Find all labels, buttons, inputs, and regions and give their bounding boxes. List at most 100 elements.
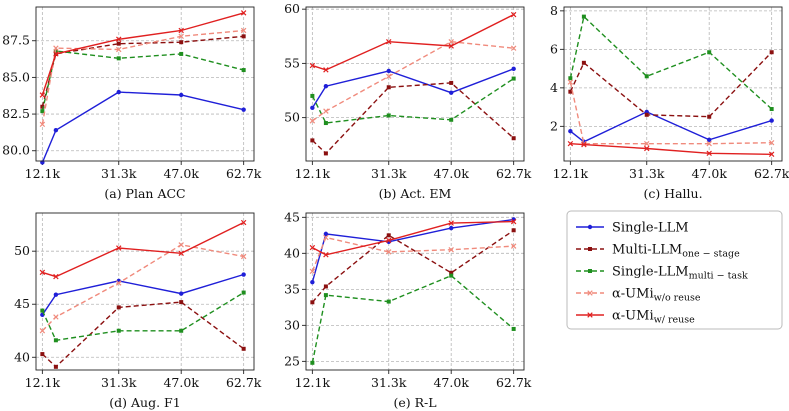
legend-label: Single-LLMmulti − task [612,265,748,282]
data-point [511,76,516,81]
data-point [240,219,247,226]
series-line [570,143,772,155]
data-point [179,92,184,98]
y-tick-label: 60 [284,1,300,16]
series-multi_llm [310,80,516,156]
y-tick-label: 40 [284,245,300,260]
series-line [312,13,515,71]
series-umi_w [39,10,247,98]
x-tick-label: 47.0k [691,166,727,181]
data-point [53,364,58,369]
data-point [511,66,516,72]
y-tick-label: 82.5 [2,106,30,121]
data-point [39,92,46,98]
data-point [116,245,122,251]
data-point [309,244,316,251]
data-point [644,140,650,147]
data-point [179,300,184,305]
data-point [323,293,328,298]
data-point [241,107,246,112]
legend-label-subscript: multi − task [689,271,748,282]
series-single_llm [40,272,246,318]
x-tick-label: 62.7k [496,375,532,390]
data-point [511,326,516,331]
data-point [448,220,454,226]
panel-caption: (d) Aug. F1 [109,395,180,410]
series-line [569,111,772,143]
chart-panel-4: 12.1k 31.3k 47.0k 62.7k 40 45 50 (d) Aug. F1 [14,212,262,410]
data-point [309,118,316,124]
x-tick-label: 62.7k [754,166,789,181]
data-point [581,141,587,148]
data-point [179,328,184,333]
data-point [510,11,517,18]
series-line [42,221,245,278]
data-point [706,140,712,147]
data-point [53,273,59,280]
x-tick-label: 12.1k [553,166,589,181]
data-point [178,33,184,40]
data-point [39,121,46,128]
legend-item-single_llm: Single-LLM [576,221,689,236]
series-line [569,51,773,118]
data-point [510,218,517,225]
x-tick-label: 12.1k [295,375,331,390]
chart-panel-5: 12.1k 31.3k 47.0k 62.7k 25 30 35 40 45 (e) R-L [284,209,532,410]
data-point [768,151,775,157]
data-point [449,90,454,95]
x-tick-label: 47.0k [163,375,199,390]
legend-label-base: Single-LLM [612,221,689,236]
data-point [53,128,59,133]
data-point [178,27,184,34]
legend-label: α-UMiw/o reuse [612,287,701,304]
series-multi_llm [40,34,246,109]
plot-frame [305,6,525,162]
legend-item-single_multitask: Single-LLMmulti − task [576,265,748,282]
legend-label-subscript: one − stage [682,249,740,260]
data-point [310,138,315,143]
y-tick-label: 45 [284,209,300,224]
data-point [707,137,712,143]
y-tick-label: 8 [550,3,558,18]
legend-label-base: Multi-LLM [612,243,682,258]
x-tick-label: 12.1k [25,166,61,181]
data-point [511,228,516,233]
data-point [769,107,774,112]
series-line [41,244,244,332]
data-point [241,34,246,39]
data-point [511,136,516,141]
series-line [569,81,772,145]
chart-panel-2: 12.1k 31.3k 47.0k 62.7k 50 55 60 (b) Act. EM [284,1,532,201]
data-point [568,76,573,81]
data-point [178,250,184,257]
series-umi_wo [309,38,517,124]
data-point [644,112,649,117]
data-point [39,328,46,334]
data-point [449,270,454,275]
x-tick-label: 31.3k [629,166,665,181]
data-point [116,280,122,286]
data-point [178,242,184,248]
data-point [386,237,392,244]
data-point [386,68,391,74]
legend-marker [587,290,593,296]
x-tick-label: 31.3k [101,375,137,390]
data-point [581,14,586,19]
legend-item-umi_wo: α-UMiw/o reuse [576,287,701,304]
plot-frame [35,6,255,162]
data-point [116,89,121,95]
data-point [568,89,573,94]
y-tick-label: 45 [14,296,30,311]
data-point [53,45,59,51]
series-single_llm [310,66,516,111]
y-tick-label: 2 [550,118,558,133]
data-point [581,60,586,65]
x-tick-label: 12.1k [25,375,61,390]
data-point [448,38,454,45]
series-line [41,35,244,107]
data-point [240,27,247,34]
series-line [311,82,515,155]
data-point [323,121,328,126]
series-line [311,78,515,124]
